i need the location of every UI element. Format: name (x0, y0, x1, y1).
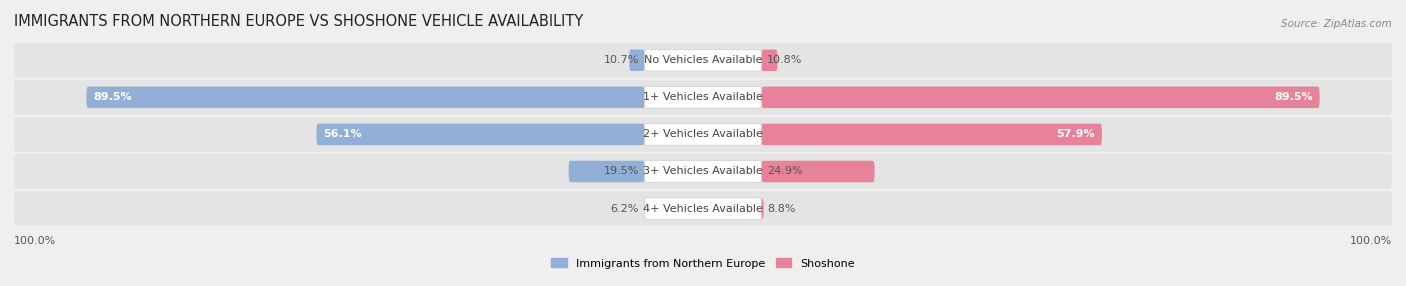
FancyBboxPatch shape (86, 87, 644, 108)
FancyBboxPatch shape (762, 49, 778, 71)
Text: 2+ Vehicles Available: 2+ Vehicles Available (643, 130, 763, 139)
Legend: Immigrants from Northern Europe, Shoshone: Immigrants from Northern Europe, Shoshon… (547, 254, 859, 273)
Text: 10.8%: 10.8% (768, 55, 803, 65)
FancyBboxPatch shape (762, 198, 763, 219)
FancyBboxPatch shape (14, 154, 1392, 189)
FancyBboxPatch shape (568, 161, 644, 182)
Text: 57.9%: 57.9% (1056, 130, 1095, 139)
Text: 1+ Vehicles Available: 1+ Vehicles Available (643, 92, 763, 102)
Text: 24.9%: 24.9% (768, 166, 803, 176)
Text: 4+ Vehicles Available: 4+ Vehicles Available (643, 204, 763, 214)
FancyBboxPatch shape (762, 124, 1102, 145)
Text: 19.5%: 19.5% (603, 166, 638, 176)
Text: 100.0%: 100.0% (14, 236, 56, 246)
Text: 3+ Vehicles Available: 3+ Vehicles Available (643, 166, 763, 176)
Text: 89.5%: 89.5% (93, 92, 132, 102)
FancyBboxPatch shape (630, 49, 644, 71)
FancyBboxPatch shape (644, 49, 762, 71)
FancyBboxPatch shape (644, 87, 762, 108)
Text: 8.8%: 8.8% (768, 204, 796, 214)
FancyBboxPatch shape (14, 191, 1392, 226)
Text: 10.7%: 10.7% (603, 55, 638, 65)
FancyBboxPatch shape (644, 124, 762, 145)
FancyBboxPatch shape (762, 87, 1320, 108)
Text: 89.5%: 89.5% (1274, 92, 1313, 102)
Text: 6.2%: 6.2% (610, 204, 638, 214)
Text: 56.1%: 56.1% (323, 130, 361, 139)
FancyBboxPatch shape (644, 198, 762, 219)
Text: No Vehicles Available: No Vehicles Available (644, 55, 762, 65)
FancyBboxPatch shape (14, 117, 1392, 152)
FancyBboxPatch shape (316, 124, 644, 145)
Text: 100.0%: 100.0% (1350, 236, 1392, 246)
Text: Source: ZipAtlas.com: Source: ZipAtlas.com (1281, 19, 1392, 29)
FancyBboxPatch shape (14, 43, 1392, 78)
Text: IMMIGRANTS FROM NORTHERN EUROPE VS SHOSHONE VEHICLE AVAILABILITY: IMMIGRANTS FROM NORTHERN EUROPE VS SHOSH… (14, 14, 583, 29)
FancyBboxPatch shape (762, 161, 875, 182)
FancyBboxPatch shape (644, 161, 762, 182)
FancyBboxPatch shape (14, 80, 1392, 115)
